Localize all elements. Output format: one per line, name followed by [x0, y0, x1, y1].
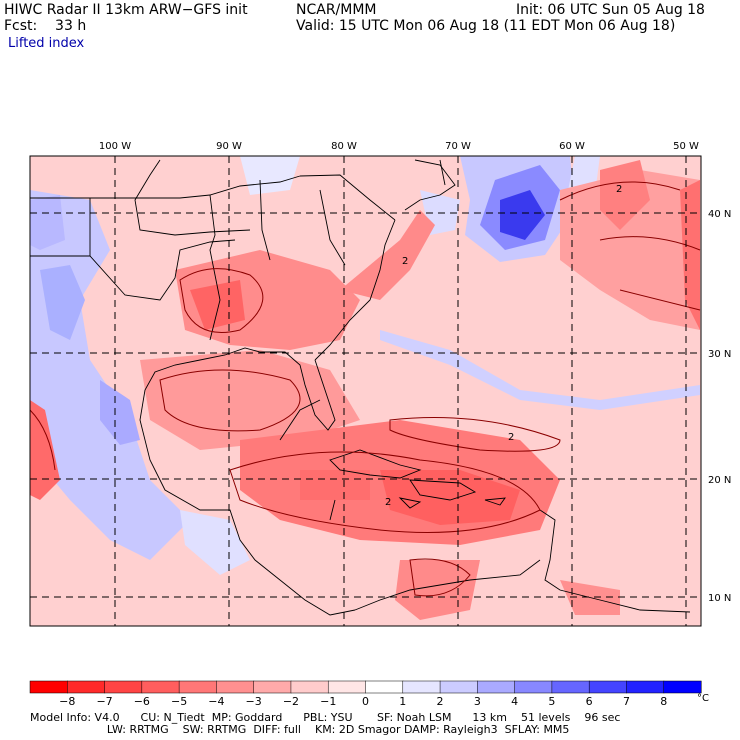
color-scale-tick-label: 3 [473, 695, 481, 708]
lon-label-90w: 90 W [216, 141, 242, 152]
model-title: HIWC Radar II 13km ARW−GFS init [4, 2, 248, 18]
color-scale-tick-label: −3 [245, 695, 262, 708]
color-swatch [290, 680, 329, 694]
lat-label-30n: 30 N [708, 349, 731, 360]
color-swatch [327, 680, 367, 694]
color-scale-tick-label: 2 [436, 695, 444, 708]
lon-label-70w: 70 W [445, 141, 471, 152]
color-swatch [67, 680, 106, 694]
color-swatch [253, 680, 292, 694]
field-name: Lifted index [8, 36, 85, 51]
color-scale-tick-label: −4 [208, 695, 225, 708]
lat-label-10n: 10 N [708, 593, 731, 604]
color-scale-tick-label: −2 [282, 695, 300, 708]
color-scale-tick-label: −1 [320, 695, 337, 708]
forecast-hour: Fcst: 33 h [4, 18, 87, 34]
lon-label-50w: 50 W [673, 141, 699, 152]
color-scale-tick-label: 6 [585, 695, 593, 708]
lon-label-100w: 100 W [99, 141, 131, 152]
contour-label: 2 [385, 497, 391, 508]
color-swatch [365, 680, 404, 694]
lat-label-20n: 20 N [708, 475, 731, 486]
contour-label: 2 [402, 256, 408, 267]
lon-label-60w: 60 W [559, 141, 585, 152]
coastlines-borders [30, 159, 691, 616]
color-swatch [439, 680, 478, 694]
unit-label: °C [697, 693, 709, 704]
organization-label: NCAR/MMM [296, 2, 377, 18]
color-scale-tick-label: −6 [133, 695, 150, 708]
color-scale-tick-label: 4 [511, 695, 519, 708]
contour-label: 2 [616, 184, 622, 195]
lat-label-40n: 40 N [708, 209, 731, 220]
color-scale-tick-label: 7 [622, 695, 630, 708]
model-info-line2: LW: RRTMG SW: RRTMG DIFF: full KM: 2D Sm… [30, 723, 570, 736]
color-swatch [216, 680, 255, 694]
color-scale-tick-label: 0 [362, 695, 369, 708]
color-scale-tick-label: 5 [548, 695, 556, 708]
color-swatch [514, 680, 553, 694]
color-scale-tick-label: −5 [171, 695, 188, 708]
color-scale-tick-label: 8 [660, 695, 668, 708]
lifted-index-field [30, 156, 700, 620]
color-scale-bar [29, 680, 702, 694]
contour-label: 2 [508, 432, 514, 443]
color-swatch [104, 680, 143, 694]
lon-label-80w: 80 W [331, 141, 357, 152]
color-swatch [477, 680, 516, 694]
color-swatch [402, 680, 441, 694]
color-swatch [626, 680, 665, 694]
init-time: Init: 06 UTC Sun 05 Aug 18 [516, 2, 705, 18]
color-swatch [588, 680, 627, 694]
color-scale-tick-label: −7 [96, 695, 113, 708]
map-frame [29, 155, 702, 627]
color-scale-tick-label: −8 [59, 695, 76, 708]
color-swatch [178, 680, 217, 694]
contour-lines [30, 181, 701, 597]
color-scale-tick-label: 1 [399, 695, 407, 708]
color-swatch [141, 680, 180, 694]
model-info-line1: Model Info: V4.0 CU: N_Tiedt MP: Goddard… [30, 711, 621, 724]
color-swatch [551, 680, 590, 694]
color-swatch [29, 680, 68, 694]
color-swatch [663, 680, 702, 694]
valid-time: Valid: 15 UTC Mon 06 Aug 18 (11 EDT Mon … [296, 18, 676, 34]
latlon-grid [30, 156, 701, 626]
